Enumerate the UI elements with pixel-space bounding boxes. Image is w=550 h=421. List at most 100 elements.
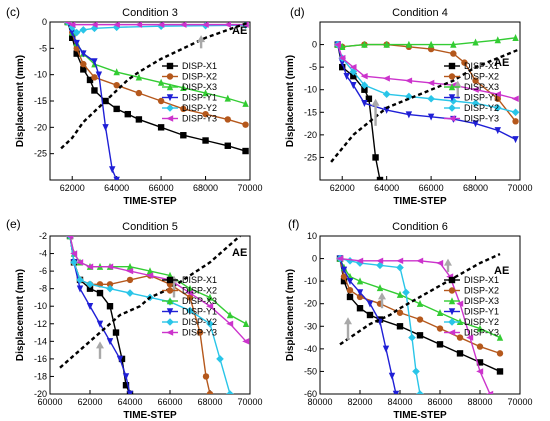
data-point-disp-x3 [376,284,384,292]
legend-marker [448,297,456,305]
data-point-disp-x2 [126,276,134,284]
x-tick-label: 68000 [197,397,222,407]
data-point-disp-x2 [106,281,114,288]
legend-marker [448,73,456,80]
arrow-head [378,292,386,300]
data-point-disp-x3 [476,324,484,332]
data-point-disp-y3 [126,267,134,275]
panel-label: (d) [290,5,305,19]
legend-marker [448,115,456,122]
x-tick-label: 66000 [149,183,174,193]
data-point-disp-x2 [206,390,214,394]
data-point-disp-x1 [69,34,76,41]
data-point-disp-x3 [512,34,519,41]
data-point-disp-y3 [336,255,344,262]
y-tick-label: -25 [304,152,317,162]
ae-curve [60,22,250,150]
data-point-disp-y2 [402,288,410,297]
data-point-disp-x3 [135,73,143,81]
data-point-disp-y1 [361,100,368,108]
data-point-disp-y3 [382,75,390,82]
legend-label: DISP-X3 [182,82,217,92]
data-point-disp-x2 [202,373,210,380]
y-tick-label: -20 [304,130,317,140]
data-point-disp-x1 [96,289,104,297]
data-point-disp-y1 [427,113,435,121]
legend-label: DISP-X1 [182,61,217,71]
legend-label: DISP-Y3 [464,328,499,338]
data-point-disp-x3 [450,40,457,48]
legend-label: DISP-Y3 [182,328,217,338]
data-point-disp-y3 [226,320,234,327]
data-point-disp-y1 [512,136,519,144]
data-point-disp-y1 [91,58,98,66]
legend-marker [448,94,456,102]
x-tick-label: 86000 [427,397,452,407]
data-point-disp-x3 [186,284,194,292]
data-point-disp-y1 [388,372,396,380]
data-point-disp-x1 [86,76,94,84]
arrow-head [453,80,462,88]
data-point-disp-x2 [396,309,404,316]
data-point-disp-y2 [408,333,416,342]
data-point-disp-y2 [206,319,214,328]
data-point-disp-y2 [346,257,354,265]
data-point-disp-y1 [472,120,479,128]
y-tick-label: -4 [39,249,47,259]
data-point-disp-y1 [102,124,109,132]
data-point-disp-x1 [372,154,379,161]
data-point-disp-y1 [356,289,364,297]
data-point-disp-x1 [157,124,165,131]
arrow-head [96,341,104,349]
legend-marker [448,318,456,326]
plot-frame [319,21,521,181]
y-tick-label: -10 [304,85,317,95]
data-point-disp-x1 [365,95,373,102]
data-point-disp-y3 [405,77,413,84]
x-tick-label: 64000 [117,397,142,407]
data-point-disp-x3 [427,40,435,48]
x-tick-label: 70000 [507,397,532,407]
plot-area [330,34,520,180]
panel-label: (f) [288,217,299,231]
data-point-disp-y2 [356,259,364,267]
data-point-disp-y2 [86,280,94,289]
legend-label: DISP-Y3 [182,114,217,124]
data-point-disp-x2 [496,350,504,357]
data-point-disp-y3 [511,95,519,102]
ae-curve [339,252,501,346]
series-line-disp-x3 [337,37,516,48]
legend-label: DISP-Y1 [464,93,499,103]
data-point-disp-x1 [396,323,404,330]
legend-marker [166,287,174,294]
data-point-disp-x1 [224,142,231,149]
legend-marker [166,115,174,122]
data-point-disp-y3 [90,22,98,28]
x-tick-label: 70000 [237,183,262,193]
data-point-disp-y2 [126,289,134,297]
data-point-disp-x1 [202,137,209,144]
data-point-disp-x1 [346,293,354,301]
legend-label: DISP-Y1 [182,93,217,103]
x-tick-label: 64000 [104,183,129,193]
data-point-disp-y2 [226,390,234,394]
plot-area [59,236,250,394]
data-point-disp-x2 [450,50,457,57]
y-tick-label: 0 [312,40,317,50]
data-point-disp-y3 [476,368,484,375]
data-point-disp-y2 [360,81,369,89]
data-point-disp-y2 [106,284,114,293]
data-point-disp-y1 [382,345,390,353]
data-point-disp-y3 [396,257,404,265]
data-point-disp-x2 [340,273,348,280]
data-point-disp-y1 [350,82,357,89]
data-point-disp-y1 [106,338,114,346]
x-tick-label: 62000 [60,183,85,193]
data-point-disp-x1 [376,176,384,180]
chart-panel-3: 60000 62000 64000 66000 68000 70000 -2 -4 -6 -8 -1… [6,217,263,421]
data-point-disp-y3 [201,22,209,28]
plot-area [60,22,250,180]
data-point-disp-y1 [494,127,501,135]
data-point-disp-x3 [356,277,364,285]
data-point-disp-x3 [180,84,187,92]
